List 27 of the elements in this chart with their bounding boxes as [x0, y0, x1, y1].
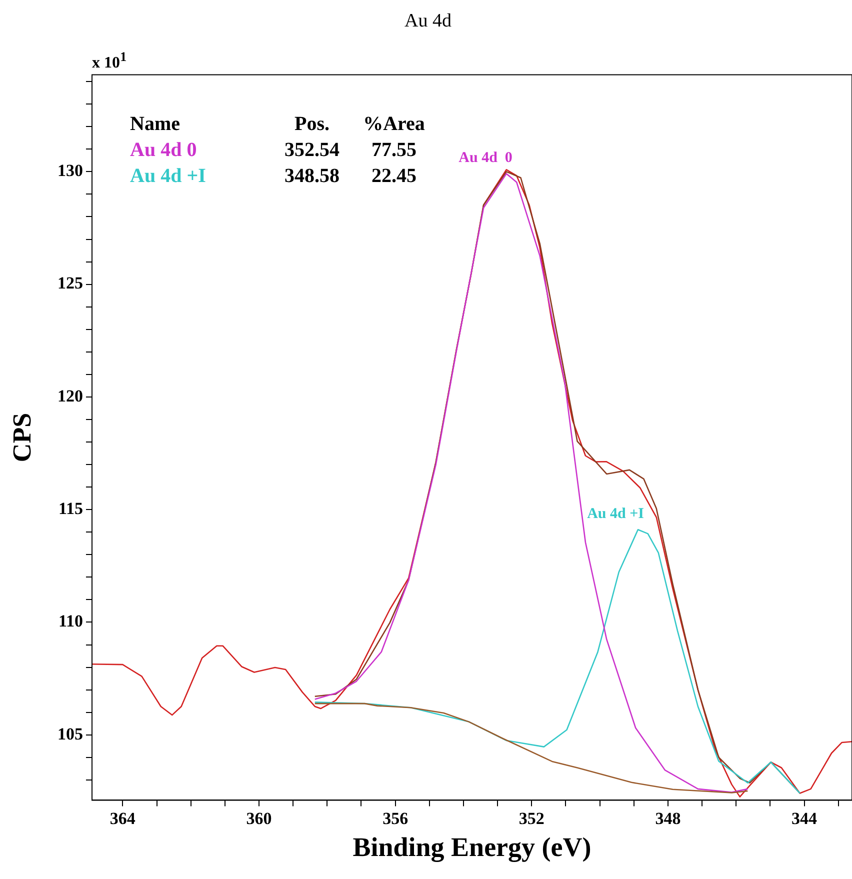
y-axis-title: CPS: [7, 412, 36, 462]
x-tick-label: 344: [792, 808, 818, 828]
text: x 10$^{1}$: [92, 48, 127, 72]
x-tick-label: 364: [110, 808, 136, 828]
annotation: 77.55: [370, 138, 418, 162]
y-tick-label: 130: [58, 161, 83, 180]
y-tick-label: 115: [58, 498, 83, 518]
y-tick-label: 125: [58, 274, 83, 293]
text: Au 4d 0: [130, 138, 197, 161]
x-axis-title: Binding Energy (eV): [352, 832, 592, 862]
annotation: 22.45: [370, 164, 418, 188]
y-tick-label: 105: [58, 724, 83, 744]
x-tick-label: 352: [518, 808, 544, 828]
series-label: Au 4d +I: [587, 506, 644, 522]
x-tick-label: 356: [382, 808, 408, 828]
annotation: 352.54: [284, 138, 340, 162]
series-label: Au 4d 0: [458, 150, 512, 166]
x-tick-label: 348: [655, 808, 681, 828]
y-tick-label: 120: [58, 386, 83, 406]
y-tick-label: 110: [58, 612, 83, 631]
annotation: Name: [130, 112, 180, 136]
chart-title: Au 4d: [404, 10, 452, 32]
text: Au 4d +I: [130, 164, 206, 187]
annotation: Pos.: [294, 112, 330, 136]
annotation: %Area: [362, 112, 426, 136]
x-tick-label: 360: [246, 808, 272, 828]
annotation: 348.58: [284, 164, 340, 188]
